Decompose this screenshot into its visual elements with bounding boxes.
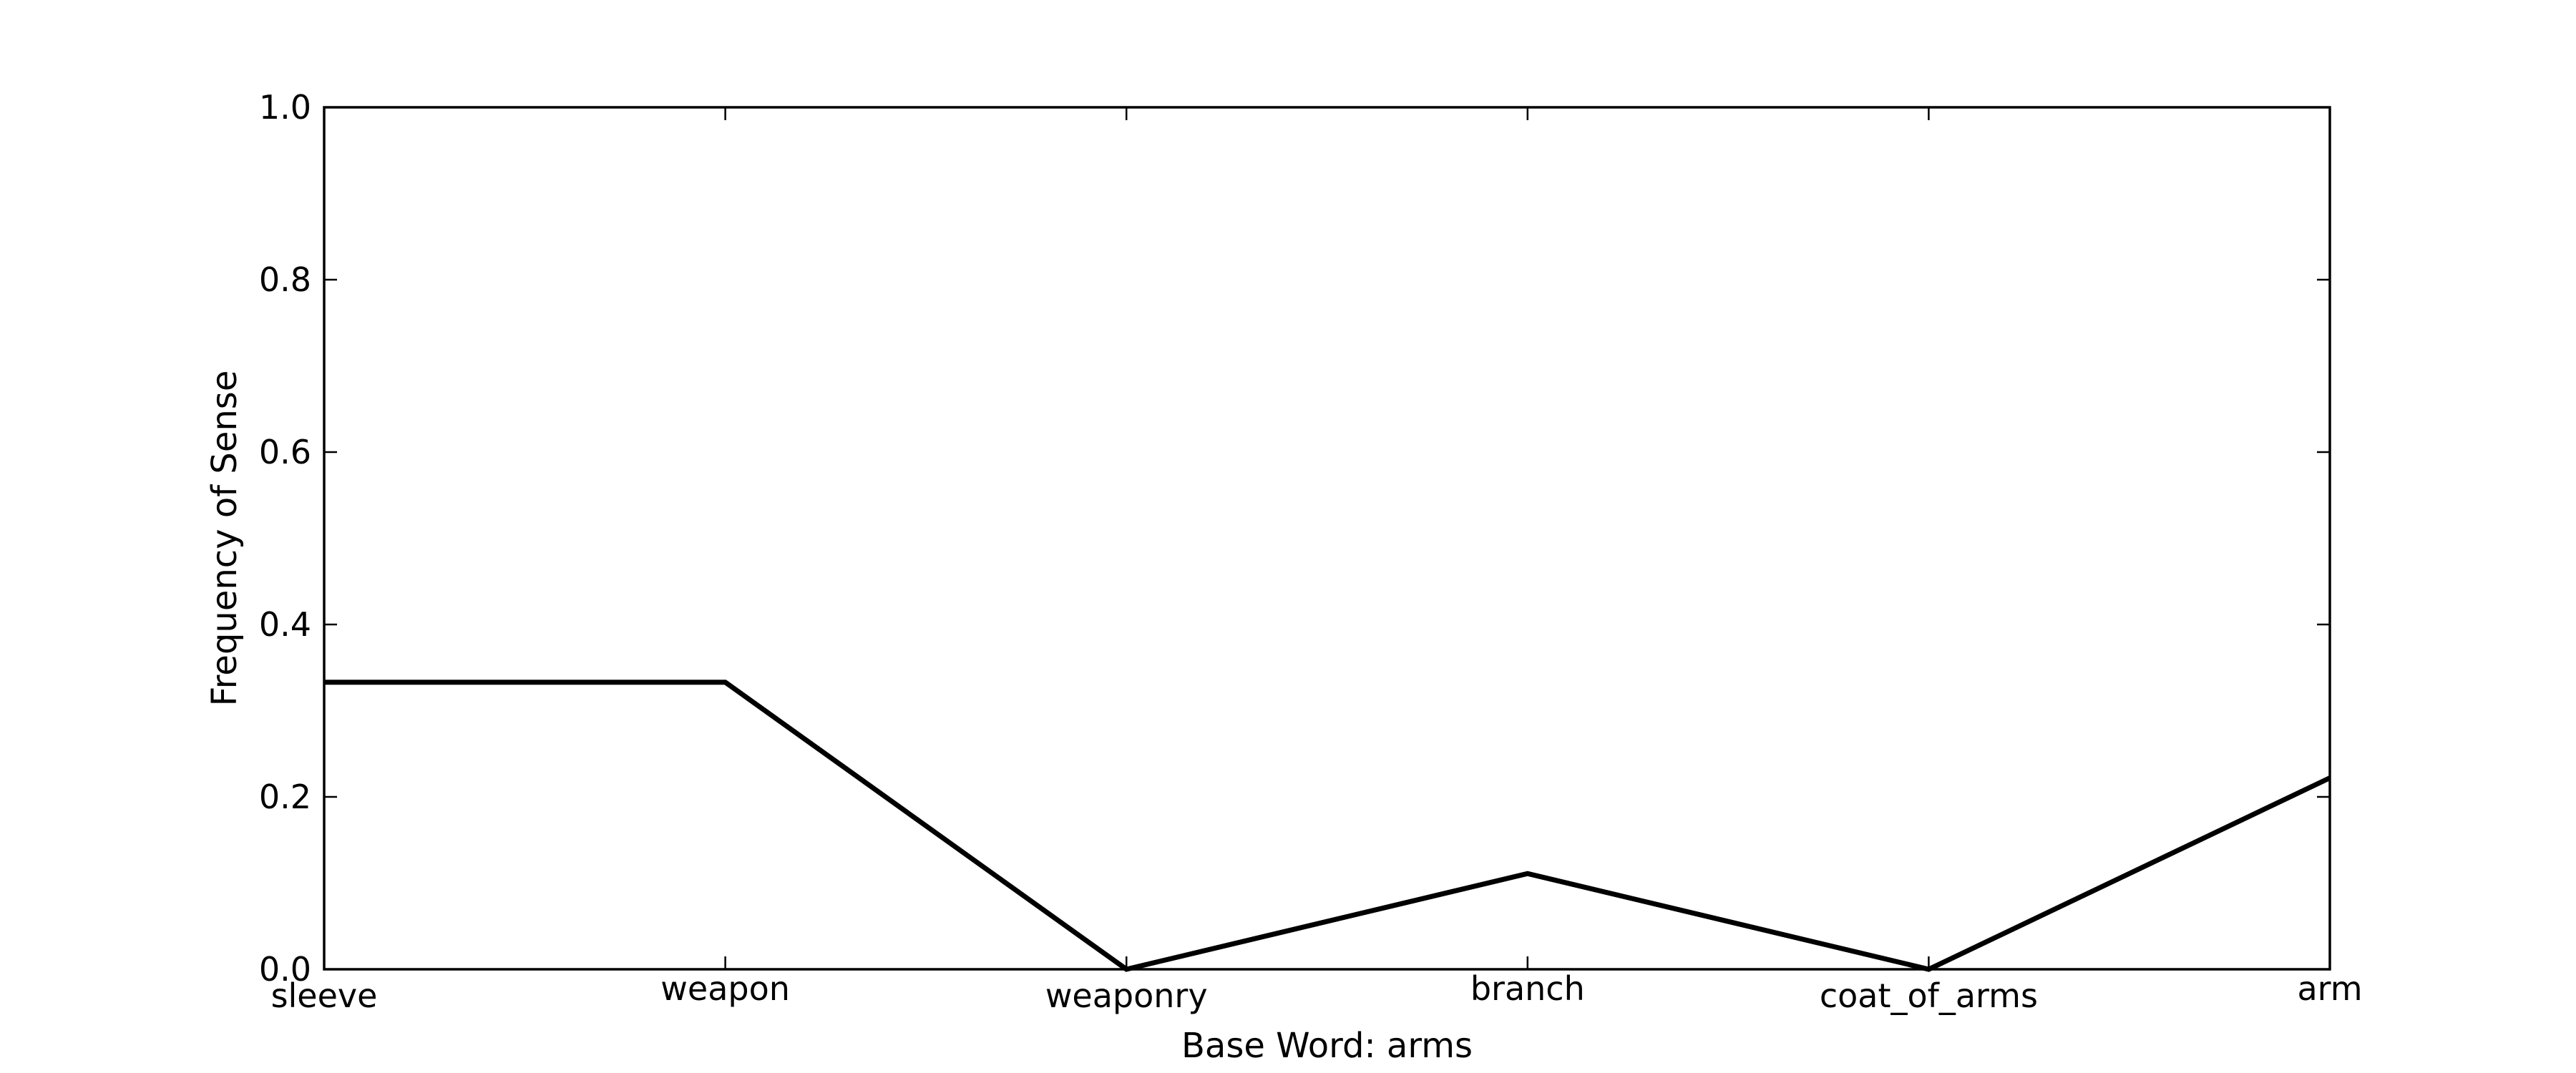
- series-line: [324, 680, 2331, 972]
- x-tick-label: weapon: [660, 969, 790, 1008]
- y-tick-label: 0.2: [259, 778, 311, 816]
- y-tick-label: 0.8: [259, 260, 311, 299]
- y-tick-label: 0.0: [259, 950, 311, 989]
- y-tick-labels: 0.0 0.2 0.4 0.6 0.8 1.0: [259, 88, 311, 989]
- x-tick-label: coat_of_arms: [1820, 976, 2038, 1015]
- x-tick-label: arm: [2297, 969, 2362, 1008]
- x-tick-label: branch: [1470, 969, 1585, 1008]
- x-tick-label: weaponry: [1045, 976, 1208, 1015]
- x-tick-label: sleeve: [271, 976, 378, 1015]
- ticks-layer: [323, 106, 2331, 971]
- x-tick-labels: sleeve weapon weaponry branch coat_of_arms ar…: [271, 969, 2363, 1015]
- plot-frame: [323, 106, 2331, 971]
- x-axis-label: Base Word: arms: [1181, 1026, 1473, 1066]
- y-tick-label: 1.0: [259, 88, 311, 127]
- y-tick-label: 0.6: [259, 433, 311, 471]
- y-axis-label: Frequency of Sense: [205, 371, 245, 707]
- y-tick-label: 0.4: [259, 605, 311, 644]
